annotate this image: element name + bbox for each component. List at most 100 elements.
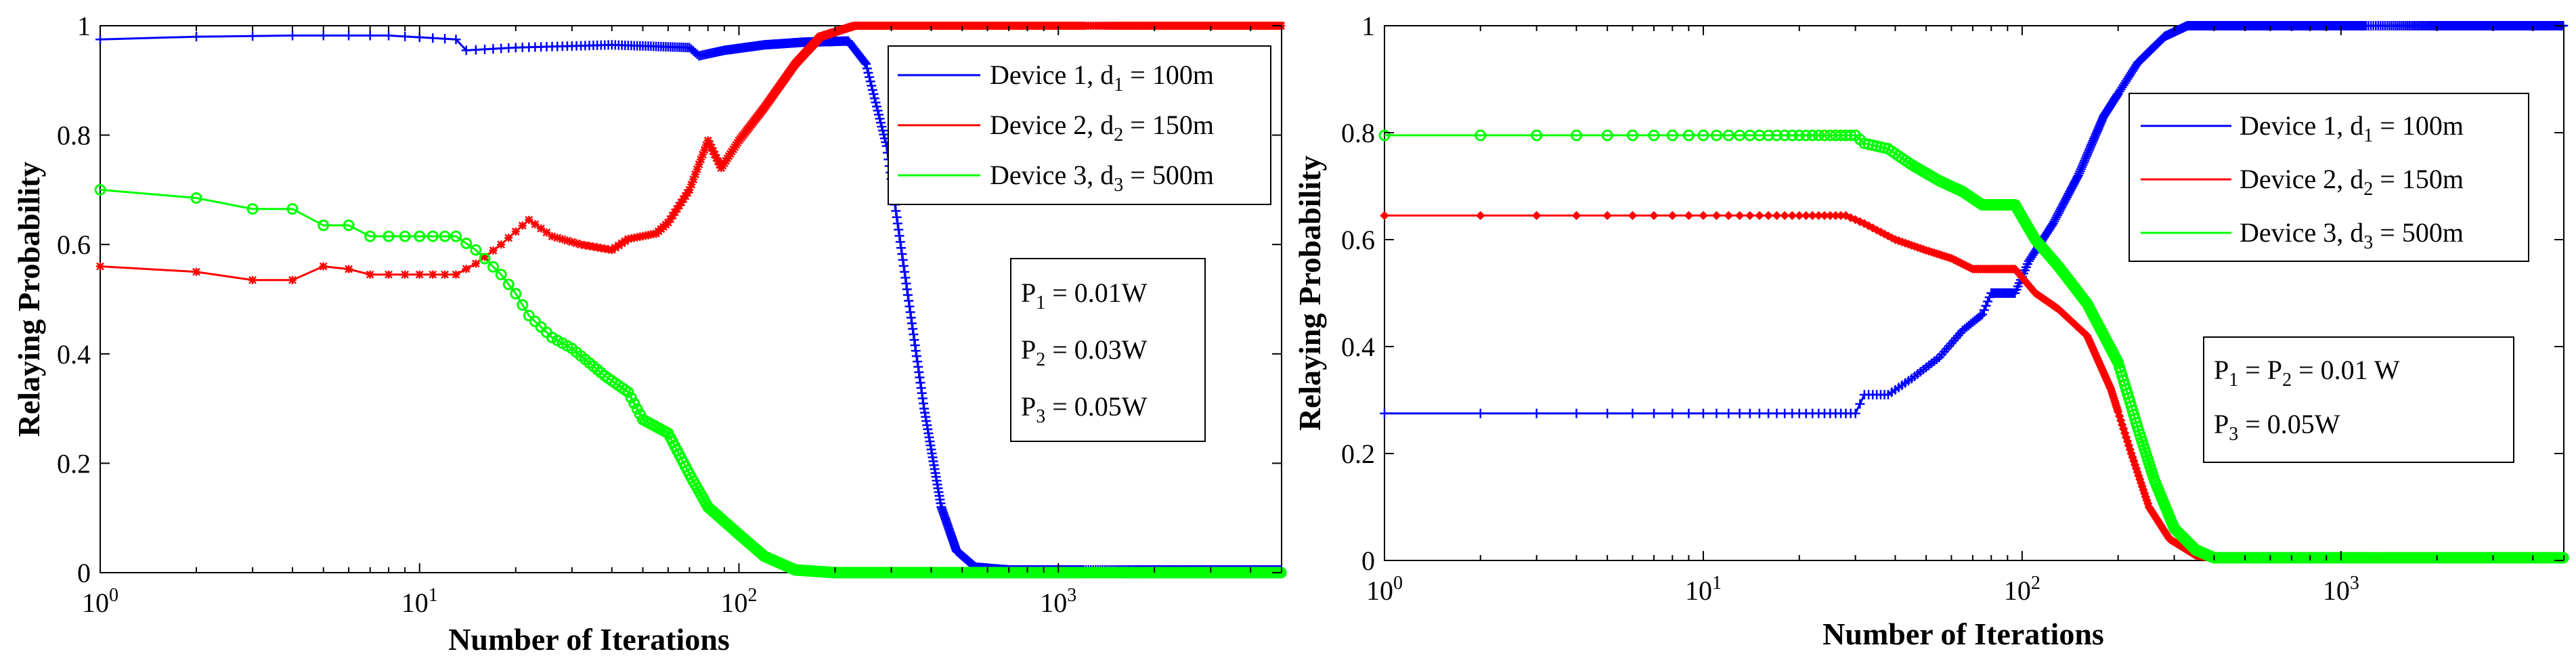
right-series-1-marker bbox=[1855, 399, 1865, 409]
left-series-3-marker bbox=[479, 252, 491, 265]
right-series-1-marker bbox=[1754, 408, 1764, 418]
right-series-2-marker bbox=[1531, 211, 1542, 221]
right-legend-entry-1: Device 1, d1 = 100m bbox=[2141, 110, 2464, 146]
left-series-2-marker bbox=[687, 180, 696, 189]
left-series-2-marker bbox=[577, 240, 586, 249]
left-x-tick-label-2: 102 bbox=[721, 585, 758, 618]
right-series-2-marker bbox=[1795, 211, 1804, 221]
right-series-1-marker bbox=[1531, 408, 1542, 418]
left-series-2-marker bbox=[481, 252, 489, 261]
right-y-tick-label-3: 0.6 bbox=[1341, 225, 1375, 255]
left-series-1-marker bbox=[869, 93, 879, 104]
left-y-tick-label-3: 0.6 bbox=[57, 229, 91, 260]
right-series-3-marker bbox=[1806, 129, 1818, 141]
left-series-2-marker bbox=[703, 136, 712, 145]
right-y-tick-label-5: 1 bbox=[1361, 11, 1375, 41]
left-series-2-marker bbox=[709, 147, 718, 156]
left-series-1-marker bbox=[471, 45, 481, 55]
right-series-1-marker bbox=[1978, 309, 1988, 319]
right-series-2-marker bbox=[1755, 211, 1764, 221]
right-series-3-marker bbox=[1697, 129, 1709, 141]
right-series-2-marker bbox=[1850, 215, 1860, 225]
right-series-2-marker bbox=[1711, 211, 1722, 221]
right-series-2-marker bbox=[1841, 211, 1851, 221]
right-series-2-marker bbox=[1868, 223, 1877, 233]
right-series-3-marker bbox=[1571, 129, 1583, 141]
left-series-1-marker bbox=[892, 212, 902, 222]
left-series-2-marker bbox=[572, 239, 581, 248]
right-series-3-marker bbox=[1770, 129, 1783, 141]
left-legend-entry-1: Device 1, d1 = 100m bbox=[898, 60, 1214, 95]
left-series-2-marker bbox=[712, 154, 721, 162]
left-y-tick-label-4: 0.8 bbox=[57, 120, 91, 151]
left-series-1-marker bbox=[862, 64, 872, 74]
left-y-axis-label: Relaying Probability bbox=[12, 162, 46, 437]
right-legend-entry-2: Device 2, d2 = 150m bbox=[2141, 164, 2464, 200]
left-x-axis-label: Number of Iterations bbox=[448, 622, 730, 657]
left-series-2-marker bbox=[511, 227, 520, 236]
left-series-3-marker bbox=[94, 183, 106, 196]
right-series-1-marker bbox=[2073, 171, 2083, 181]
left-legend-entry-2: Device 2, d2 = 150m bbox=[898, 110, 1214, 146]
right-series-1-marker bbox=[1979, 305, 1989, 315]
left-legend: Device 1, d1 = 100m Device 2, d2 = 150m … bbox=[888, 45, 1271, 205]
left-series-2-marker bbox=[663, 218, 672, 227]
left-series-2-marker bbox=[714, 157, 722, 166]
right-series-2-marker bbox=[1764, 211, 1773, 221]
right-series-1-marker bbox=[1475, 408, 1485, 418]
left-chart: 100 101 102 103 0 0.2 0.4 0.6 0.8 1 Number of It… bbox=[12, 11, 1287, 657]
left-annotation-box bbox=[1010, 258, 1206, 442]
left-series-2-marker bbox=[248, 275, 257, 284]
right-series-3-marker bbox=[1812, 129, 1825, 141]
left-series-1-marker bbox=[863, 68, 873, 78]
left-series-2-marker bbox=[548, 232, 556, 241]
right-series-3-marker bbox=[1818, 129, 1831, 141]
right-series-3-marker bbox=[1648, 129, 1660, 141]
right-power-annotation: P1 = P2 = 0.01 W P3 = 0.05W bbox=[2203, 336, 2514, 463]
left-series-3-marker bbox=[414, 230, 426, 242]
right-series-2-marker bbox=[1787, 211, 1797, 221]
left-series-2-marker bbox=[705, 139, 714, 148]
right-series-3-marker bbox=[1786, 129, 1798, 141]
left-series-3-marker bbox=[460, 238, 473, 250]
left-series-2-marker bbox=[715, 160, 724, 169]
right-series-2-marker bbox=[1801, 211, 1811, 221]
right-series-2-marker bbox=[1649, 211, 1659, 221]
right-series-3-marker bbox=[1793, 129, 1806, 141]
left-y-ticks: 0 0.2 0.4 0.6 0.8 1 bbox=[57, 11, 1282, 588]
right-series-2-marker bbox=[1734, 211, 1745, 221]
right-series-2-marker bbox=[1602, 211, 1612, 221]
left-series-3-marker bbox=[450, 230, 462, 242]
right-series-1-marker bbox=[1380, 408, 1389, 418]
left-series-1-marker bbox=[869, 89, 879, 100]
left-series-3-marker bbox=[628, 397, 640, 410]
left-y-tick-label-0: 0 bbox=[77, 558, 91, 588]
left-y-tick-label-1: 0.2 bbox=[57, 448, 91, 479]
left-series-3-marker bbox=[502, 278, 515, 290]
left-series-1-marker bbox=[873, 106, 883, 116]
left-series-3-marker bbox=[343, 219, 355, 231]
left-series-2-marker bbox=[319, 262, 328, 271]
left-series-2-marker bbox=[462, 265, 471, 273]
right-series-1-marker bbox=[2080, 154, 2091, 164]
right-x-axis-label: Number of Iterations bbox=[1822, 617, 2104, 651]
left-series-2-marker bbox=[441, 270, 450, 279]
right-x-ticks: 100 101 102 103 bbox=[1366, 26, 2564, 606]
left-series-1-marker bbox=[867, 85, 877, 95]
left-series-2-marker bbox=[366, 270, 374, 279]
right-annotation-line-2: P3 = 0.05W bbox=[2214, 409, 2340, 445]
left-series-1-marker bbox=[400, 31, 410, 41]
right-series-1-marker bbox=[2082, 150, 2093, 160]
left-series-3-marker bbox=[622, 386, 634, 398]
right-series-3-marker bbox=[1722, 129, 1734, 141]
left-series-2-marker bbox=[581, 241, 590, 250]
right-x-tick-label-3: 103 bbox=[2323, 573, 2359, 606]
left-series-2-marker bbox=[707, 144, 716, 152]
left-series-2-marker bbox=[666, 215, 675, 223]
right-series-2-marker bbox=[1571, 211, 1581, 221]
right-series-3-marker bbox=[1762, 129, 1774, 141]
right-series-2-marker bbox=[1628, 211, 1638, 221]
left-series-2-marker bbox=[553, 234, 562, 242]
right-series-1-marker bbox=[1602, 408, 1613, 418]
